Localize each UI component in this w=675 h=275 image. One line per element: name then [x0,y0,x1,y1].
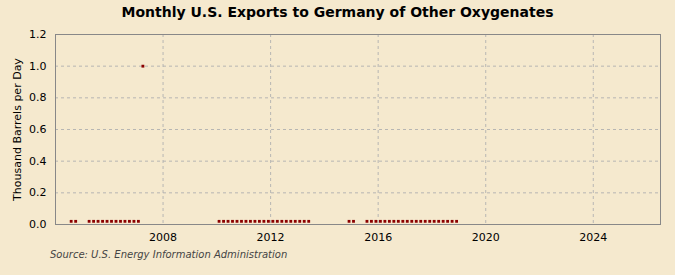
svg-text:0.6: 0.6 [29,123,47,136]
svg-text:0.0: 0.0 [29,218,47,231]
svg-text:0.2: 0.2 [29,186,47,199]
svg-text:0.8: 0.8 [29,91,47,104]
html-text:Source: U.S. Energy Informatio: Source: U.S. Energy Information Administ… [50,249,288,260]
svg-text:Thousand Barrels per Day: Thousand Barrels per Day [11,58,24,202]
svg-text:2016: 2016 [364,231,392,244]
svg-text:2008: 2008 [149,231,177,244]
svg-text:2020: 2020 [472,231,500,244]
svg-text:1.2: 1.2 [29,28,47,41]
svg-text:2024: 2024 [579,231,607,244]
svg-text:1.0: 1.0 [29,60,47,73]
html-text:Monthly U.S. Exports to German: Monthly U.S. Exports to Germany of Other… [121,4,554,20]
svg-text:2012: 2012 [257,231,285,244]
svg-text:0.4: 0.4 [29,155,47,168]
